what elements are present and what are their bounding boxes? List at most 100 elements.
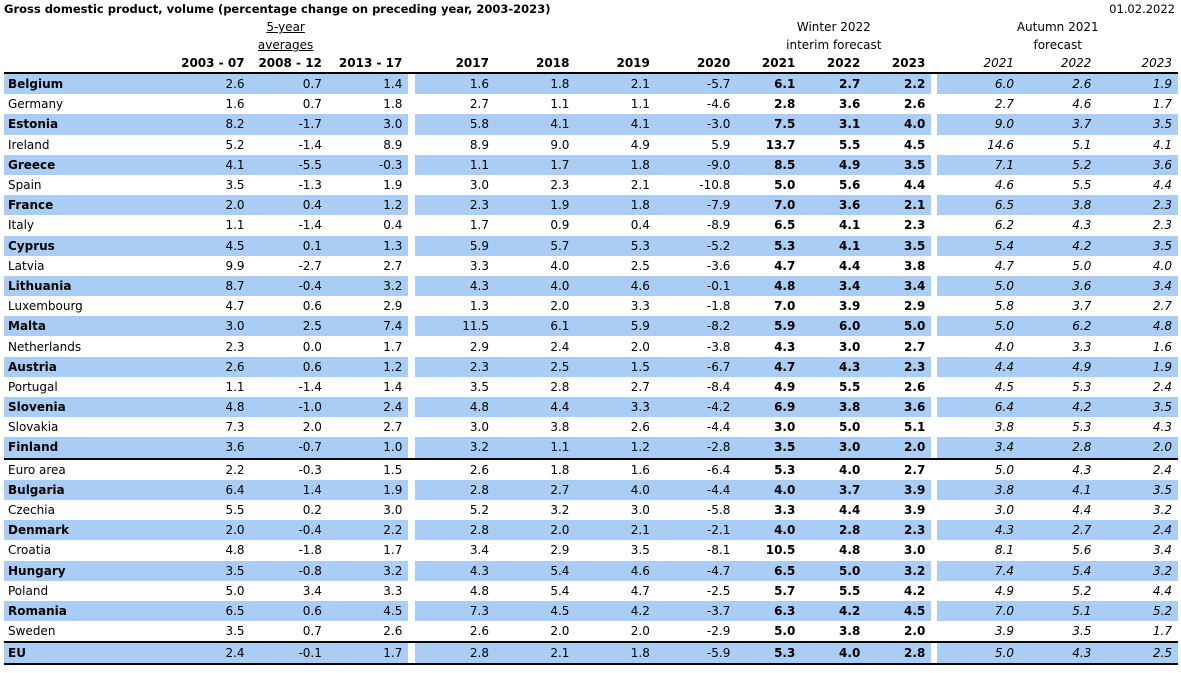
value-cell: 4.6 [575, 560, 656, 581]
value-cell: 5.6 [1072, 543, 1092, 558]
value-cell: -2.1 [655, 520, 737, 541]
value-cell: 5.4 [937, 235, 1020, 256]
value-cell: 4.4 [839, 503, 861, 518]
value-cell: 2.9 [383, 299, 403, 314]
header-row-1: 5-year Winter 2022 Autumn 2021 [4, 18, 1178, 36]
value-cell: 3.8 [904, 258, 926, 273]
value-cell: 2.6 [630, 420, 650, 435]
country-name: Austria [4, 356, 163, 377]
value-cell: 1.1 [225, 218, 245, 233]
table-row: Lithuania 8.7 -0.4 3.2 4.3 4.0 4.6 -0.1 4.8 3.4 3.… [4, 275, 1178, 297]
value-cell: 2.3 [1152, 218, 1172, 233]
value-cell: -8.1 [706, 543, 731, 558]
value-cell: 5.8 [994, 299, 1014, 314]
country-name: Netherlands [8, 339, 82, 354]
country-name: Denmark [4, 520, 163, 541]
value-cell: 1.7 [383, 339, 403, 354]
value-cell: 2.0 [630, 339, 650, 354]
value-cell: 4.4 [1072, 503, 1092, 518]
value-cell: 2.6 [162, 356, 251, 377]
value-cell: 3.8 [550, 420, 570, 435]
value-cell: 7.0 [774, 299, 796, 314]
value-cell: 2.3 [414, 356, 495, 377]
value-cell: 6.5 [736, 560, 802, 581]
value-cell: 2.6 [904, 97, 926, 112]
value-cell: 1.8 [575, 642, 656, 666]
value-cell: 7.0 [937, 600, 1020, 622]
value-cell: 1.6 [225, 97, 245, 112]
value-cell: 4.0 [494, 275, 576, 297]
value-cell: 2.4 [1152, 462, 1172, 477]
value-cell: 3.2 [550, 503, 570, 518]
value-cell: 1.8 [494, 73, 576, 95]
value-cell: 4.5 [994, 379, 1014, 394]
value-cell: 1.1 [550, 97, 570, 112]
table-row: Poland 5.0 3.4 3.3 4.8 5.4 4.7 -2.5 5.7 5.5 4.2 4.9… [4, 580, 1178, 601]
value-cell: -0.4 [250, 520, 328, 541]
value-cell: -5.5 [250, 154, 328, 175]
value-cell: 2.1 [575, 73, 656, 95]
value-cell: 4.3 [414, 275, 495, 297]
country-name: Malta [4, 316, 163, 337]
value-cell: 4.2 [904, 583, 926, 598]
value-cell: 2.4 [327, 397, 409, 418]
value-cell: 4.7 [630, 583, 650, 598]
value-cell: 4.5 [494, 600, 576, 622]
value-cell: 6.9 [736, 397, 802, 418]
value-cell: 8.2 [162, 114, 251, 135]
value-cell: 2.4 [162, 642, 251, 666]
value-cell: 2.6 [162, 73, 251, 95]
value-cell: 3.3 [774, 503, 796, 518]
table-row: Cyprus 4.5 0.1 1.3 5.9 5.7 5.3 -5.2 5.3 4.1 3.5 5.4… [4, 235, 1178, 256]
value-cell: -0.1 [655, 275, 737, 297]
country-name: France [4, 195, 163, 216]
value-cell: 3.0 [801, 437, 867, 460]
value-cell: 2.5 [630, 258, 650, 273]
table-row: Denmark 2.0 -0.4 2.2 2.8 2.0 2.1 -2.1 4.0 2.8 2.3 4… [4, 520, 1178, 541]
col-header: 2021 [736, 54, 802, 74]
value-cell: 0.6 [250, 356, 328, 377]
value-cell: -4.6 [706, 97, 731, 112]
value-cell: 4.7 [774, 258, 796, 273]
country-name: Portugal [8, 379, 58, 394]
value-cell: 6.0 [801, 316, 867, 337]
value-cell: 2.9 [550, 543, 570, 558]
value-cell: 4.4 [904, 178, 926, 193]
value-cell: 3.5 [630, 543, 650, 558]
value-cell: 4.0 [736, 479, 802, 500]
value-cell: 5.2 [1020, 154, 1098, 175]
value-cell: 2.0 [575, 621, 656, 644]
value-cell: -7.9 [655, 195, 737, 216]
value-cell: 3.6 [162, 437, 251, 460]
value-cell: 2.7 [994, 97, 1014, 112]
value-cell: -1.3 [298, 178, 322, 193]
country-name: Estonia [4, 114, 163, 135]
country-name: EU [4, 642, 163, 666]
value-cell: 3.5 [736, 437, 802, 460]
value-cell: 4.5 [904, 137, 926, 152]
value-cell: 5.0 [801, 560, 867, 581]
value-cell: 4.1 [1152, 137, 1172, 152]
value-cell: -1.8 [706, 299, 731, 314]
country-name: Poland [8, 583, 49, 598]
value-cell: 10.5 [765, 543, 796, 558]
value-cell: -0.7 [250, 437, 328, 460]
value-cell: 4.4 [494, 397, 576, 418]
value-cell: 3.0 [774, 420, 796, 435]
value-cell: 1.9 [1097, 73, 1178, 95]
value-cell: 1.6 [1152, 339, 1172, 354]
value-cell: 9.0 [937, 114, 1020, 135]
value-cell: 2.3 [225, 339, 245, 354]
column-header-row: 2003 - 07 2008 - 12 2013 - 17 2017 2018 … [4, 54, 1178, 74]
value-cell: 1.0 [327, 437, 409, 460]
value-cell: 2.8 [550, 379, 570, 394]
publication-date: 01.02.2022 [1109, 2, 1175, 16]
country-name: Hungary [4, 560, 163, 581]
value-cell: 3.8 [1020, 195, 1098, 216]
value-cell: 4.5 [327, 600, 409, 622]
value-cell: 4.3 [774, 339, 796, 354]
country-name: Cyprus [4, 235, 163, 256]
table-row: Slovenia 4.8 -1.0 2.4 4.8 4.4 3.3 -4.2 6.9 3.8 3.6… [4, 397, 1178, 418]
value-cell: 0.4 [630, 218, 650, 233]
value-cell: 1.8 [383, 97, 403, 112]
